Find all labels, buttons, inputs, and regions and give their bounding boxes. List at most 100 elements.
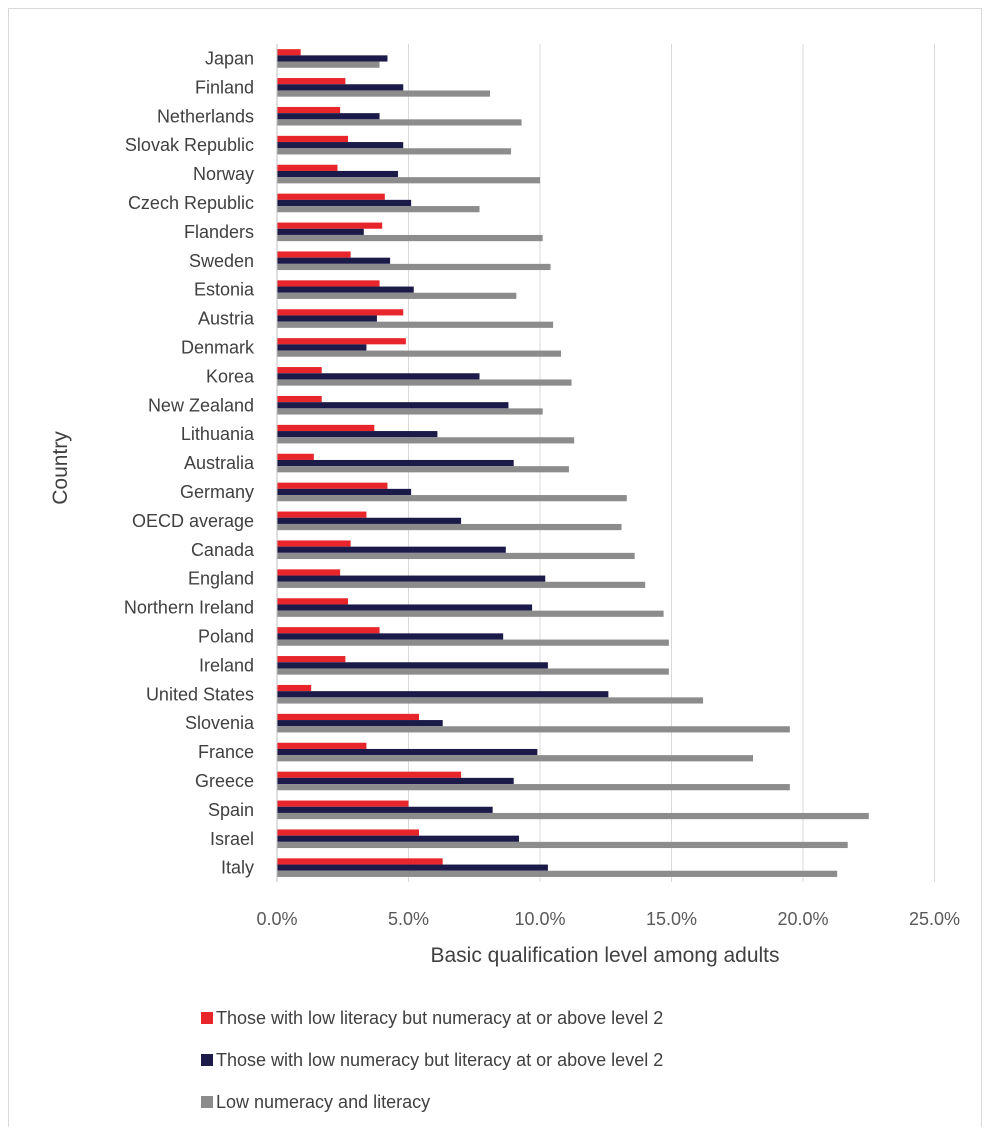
- bar-navy-japan: [277, 55, 388, 62]
- bar-red-france: [277, 742, 367, 749]
- category-label: Norway: [193, 164, 254, 184]
- bar-red-slovak-republic: [277, 135, 349, 143]
- category-label: Germany: [180, 482, 254, 502]
- bar-gray-austria: [277, 321, 554, 328]
- category-label: Lithuania: [181, 424, 255, 444]
- bar-navy-korea: [277, 373, 480, 380]
- bar-red-netherlands: [277, 106, 341, 114]
- bar-gray-japan: [277, 61, 380, 68]
- category-label: Korea: [206, 366, 255, 386]
- category-label: Austria: [198, 309, 255, 329]
- category-labels: Japan Finland Netherlands Slovak Republic No…: [124, 48, 255, 877]
- category-label: Netherlands: [157, 106, 254, 126]
- bar-navy-denmark: [277, 344, 367, 351]
- category-label: Australia: [184, 453, 255, 473]
- bar-red-slovenia: [277, 713, 420, 721]
- bar-navy-england: [277, 575, 546, 582]
- legend-swatch: [201, 1054, 213, 1066]
- bar-navy-italy: [277, 864, 548, 871]
- category-label: Greece: [195, 771, 254, 791]
- category-label: Israel: [210, 829, 254, 849]
- x-tick-label: 10.0%: [514, 909, 565, 929]
- bar-gray-italy: [277, 870, 838, 877]
- bar-red-korea: [277, 367, 322, 374]
- x-tick-label: 25.0%: [909, 909, 960, 929]
- category-label: Northern Ireland: [124, 598, 254, 618]
- bar-red-germany: [277, 482, 388, 489]
- bar-navy-czech-republic: [277, 199, 412, 207]
- bar-navy-greece: [277, 777, 514, 785]
- bar-red-spain: [277, 800, 409, 807]
- category-label: Spain: [208, 800, 254, 820]
- category-label: Ireland: [199, 655, 254, 675]
- bar-red-greece: [277, 771, 462, 778]
- bar-navy-slovenia: [277, 720, 443, 727]
- bar-gray-netherlands: [277, 119, 522, 126]
- bar-navy-united-states: [277, 691, 609, 698]
- chart-frame: [8, 8, 982, 1127]
- category-label: England: [188, 569, 254, 589]
- bar-navy-estonia: [277, 286, 414, 293]
- category-label: OECD average: [132, 511, 254, 531]
- bar-red-estonia: [277, 280, 380, 287]
- bar-navy-oecd-average: [277, 517, 462, 524]
- bar-navy-canada: [277, 546, 506, 553]
- bar-navy-new-zealand: [277, 402, 509, 409]
- bar-gray-flanders: [277, 234, 543, 242]
- bar-navy-australia: [277, 459, 514, 467]
- bar-navy-northern-ireland: [277, 604, 533, 611]
- bar-gray-denmark: [277, 350, 562, 357]
- bar-gray-germany: [277, 495, 627, 502]
- bar-gray-new-zealand: [277, 408, 543, 415]
- bar-gray-spain: [277, 812, 869, 820]
- bar-red-norway: [277, 164, 338, 171]
- bar-navy-lithuania: [277, 431, 438, 438]
- bar-red-israel: [277, 829, 420, 836]
- bar-red-flanders: [277, 222, 383, 229]
- bar-gray-poland: [277, 639, 669, 646]
- bar-gray-united-states: [277, 697, 704, 704]
- bar-gray-greece: [277, 784, 790, 791]
- x-tick-label: 15.0%: [646, 909, 697, 929]
- bar-navy-norway: [277, 170, 398, 178]
- bar-red-lithuania: [277, 424, 375, 432]
- legend-swatch: [201, 1012, 213, 1024]
- bar-gray-northern-ireland: [277, 610, 664, 617]
- bar-gray-israel: [277, 841, 848, 849]
- x-axis-title: Basic qualification level among adults: [430, 944, 779, 967]
- category-label: United States: [146, 684, 254, 704]
- bar-gray-norway: [277, 177, 540, 184]
- bar-red-sweden: [277, 251, 351, 258]
- bar-red-ireland: [277, 656, 346, 663]
- bar-gray-oecd-average: [277, 523, 622, 531]
- category-label: Finland: [195, 77, 254, 97]
- bar-gray-finland: [277, 90, 491, 97]
- bar-navy-finland: [277, 84, 404, 91]
- bar-red-italy: [277, 858, 443, 865]
- x-tick-labels: 0.0% 5.0% 10.0% 15.0% 20.0% 25.0%: [256, 909, 960, 929]
- bar-navy-sweden: [277, 257, 391, 264]
- y-axis-title: Country: [49, 431, 72, 505]
- bar-gray-estonia: [277, 292, 517, 299]
- bar-navy-austria: [277, 315, 377, 322]
- bar-red-australia: [277, 453, 314, 460]
- legend: Those with low literacy but numeracy at …: [201, 1008, 663, 1112]
- bar-red-denmark: [277, 338, 406, 345]
- bar-red-new-zealand: [277, 395, 322, 403]
- bar-navy-germany: [277, 488, 412, 496]
- legend-label: Those with low literacy but numeracy at …: [216, 1008, 663, 1028]
- legend-label: Low numeracy and literacy: [216, 1092, 430, 1112]
- bars: [277, 49, 869, 877]
- bar-red-united-states: [277, 684, 312, 692]
- bar-gray-sweden: [277, 263, 551, 271]
- x-tick-label: 20.0%: [777, 909, 828, 929]
- bar-navy-netherlands: [277, 113, 380, 120]
- bar-red-finland: [277, 78, 346, 85]
- bar-gray-ireland: [277, 668, 669, 675]
- bar-navy-flanders: [277, 228, 364, 235]
- category-label: Slovak Republic: [125, 135, 254, 155]
- bar-red-canada: [277, 540, 351, 547]
- category-label: New Zealand: [148, 395, 254, 415]
- x-tick-label: 5.0%: [388, 909, 429, 929]
- category-label: Slovenia: [185, 713, 255, 733]
